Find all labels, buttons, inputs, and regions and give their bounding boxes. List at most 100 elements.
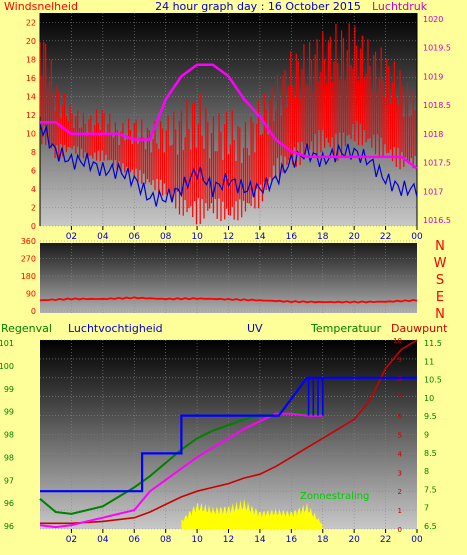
label-dauwpunt: Dauwpunt	[391, 322, 448, 335]
panel3-xtick-label: 18	[317, 535, 329, 545]
label-zonnestraling: Zonnestraling	[300, 491, 369, 502]
panel1-xtick-label: 00	[411, 232, 423, 242]
label-luchtvochtigheid: Luchtvochtigheid	[68, 322, 163, 335]
uv-axis-tick-label: 10	[393, 337, 402, 345]
temperature-axis-tick-label: 6.5	[424, 522, 437, 531]
rain-line	[40, 376, 417, 493]
pressure-axis-tick-label: 1018.5	[423, 101, 451, 110]
direction-axis-tick-label: 90	[26, 290, 36, 299]
humidity-axis-tick-label: 96	[4, 522, 14, 531]
humidity-axis-tick-label: 100	[0, 362, 14, 371]
pressure-axis-tick-label: 1020	[423, 15, 443, 24]
uv-axis-tick-label: 0	[398, 526, 402, 534]
panel-rain-humidity-temp	[40, 340, 417, 529]
panel3-xtick-label: 08	[160, 535, 172, 545]
humidity-axis-tick-label: 99	[4, 385, 14, 394]
uv-axis-tick-label: 1	[398, 507, 402, 515]
panel3-xtick-label: 16	[286, 535, 298, 545]
temperature-axis-tick-label: 10	[424, 394, 434, 403]
wind-direction-line	[39, 296, 418, 304]
humidity-axis-tick-label: 98	[4, 453, 14, 462]
uv-axis-tick-label: 2	[398, 488, 402, 496]
uv-axis-tick-label: 3	[398, 469, 402, 477]
direction-axis-tick-label: 180	[21, 272, 36, 281]
uv-axis-tick-label: 5	[398, 432, 402, 440]
uv-axis-tick-label: 6	[398, 413, 403, 421]
compass-n-top: N	[435, 239, 445, 254]
wind-axis-title: Windsnelheid	[4, 0, 78, 13]
chart-title: 24 hour graph day : 16 October 2015	[155, 0, 361, 13]
label-uv: UV	[247, 322, 263, 335]
uv-axis-tick-label: 7	[398, 394, 402, 402]
dewpoint-line	[39, 412, 323, 529]
wind-average-line	[39, 123, 418, 207]
temperature-axis-tick-label: 10.5	[424, 376, 442, 385]
panel3-xtick-label: 06	[129, 535, 141, 545]
temperature-axis-tick-label: 8.5	[424, 449, 437, 458]
panel1-xtick-label: 04	[97, 232, 109, 242]
panel3-xtick-label: 12	[223, 535, 234, 545]
solar-radiation-area	[181, 498, 323, 529]
panel3-xtick-label: 10	[191, 535, 203, 545]
humidity-axis-tick-label: 97	[4, 476, 14, 485]
panel3-xtick-label: 00	[411, 535, 423, 545]
label-temperatuur: Temperatuur	[310, 322, 382, 335]
compass-s: S	[436, 273, 444, 288]
uv-axis-tick-label: 9	[398, 356, 402, 364]
panel3-xtick-label: 20	[348, 535, 360, 545]
wind-axis-tick-label: 14	[26, 92, 36, 101]
pressure-axis-title: Luchtdruk	[372, 0, 428, 13]
wind-axis-tick-label: 10	[26, 129, 36, 138]
compass-e: E	[436, 290, 444, 305]
panel1-xtick-label: 18	[317, 232, 329, 242]
wind-axis-tick-label: 2	[31, 203, 36, 212]
direction-axis-tick-label: 360	[21, 237, 36, 246]
panel1-xtick-label: 20	[348, 232, 360, 242]
pressure-line	[40, 63, 418, 170]
wind-axis-tick-label: 0	[31, 222, 36, 231]
wind-axis-tick-label: 4	[31, 185, 36, 194]
wind-axis-tick-label: 22	[26, 18, 36, 27]
panel1-xtick-label: 14	[254, 232, 266, 242]
pressure-axis-tick-label: 1019	[423, 72, 443, 81]
wind-axis-tick-label: 8	[31, 148, 36, 157]
panel1-xtick-label: 16	[286, 232, 298, 242]
compass-n-bottom: N	[435, 307, 445, 322]
panel3-xtick-label: 22	[380, 535, 391, 545]
direction-axis-tick-label: 270	[21, 255, 36, 264]
temperature-line	[40, 339, 418, 525]
panel1-xtick-label: 12	[223, 232, 234, 242]
temperature-axis-tick-label: 11.5	[424, 339, 442, 348]
panel3-xtick-label: 04	[97, 535, 109, 545]
compass-w: W	[434, 256, 447, 271]
panel1-xtick-label: 08	[160, 232, 172, 242]
direction-axis-tick-label: 0	[31, 307, 36, 316]
pressure-axis-tick-label: 1017	[423, 187, 443, 196]
temperature-axis-tick-label: 9	[424, 431, 429, 440]
panel1-xtick-label: 10	[191, 232, 203, 242]
pressure-axis-tick-label: 1016.5	[423, 216, 451, 225]
panel3-xtick-label: 14	[254, 535, 266, 545]
pressure-axis-tick-label: 1018	[423, 130, 443, 139]
panel3-xtick-label: 02	[66, 535, 77, 545]
temperature-axis-tick-label: 9.5	[424, 412, 437, 421]
uv-axis-tick-label: 4	[398, 450, 403, 458]
temperature-axis-tick-label: 11	[424, 357, 434, 366]
wind-axis-tick-label: 18	[26, 55, 36, 64]
panel1-xtick-label: 06	[129, 232, 141, 242]
label-regenval: Regenval	[1, 322, 52, 335]
temperature-axis-tick-label: 7	[424, 504, 429, 513]
humidity-axis-tick-label: 101	[0, 339, 14, 348]
temperature-axis-tick-label: 8	[424, 467, 429, 476]
panel1-xtick-label: 02	[66, 232, 77, 242]
pressure-axis-tick-label: 1019.5	[423, 44, 451, 53]
panel1-xtick-label: 22	[380, 232, 391, 242]
humidity-axis-tick-label: 96	[4, 499, 14, 508]
temperature-axis-tick-label: 7.5	[424, 485, 437, 494]
humidity-axis-tick-label: 99	[4, 408, 14, 417]
wind-axis-tick-label: 16	[26, 74, 36, 83]
humidity-axis-tick-label: 98	[4, 431, 14, 440]
wind-axis-tick-label: 20	[26, 37, 36, 46]
wind-axis-tick-label: 12	[26, 111, 36, 120]
